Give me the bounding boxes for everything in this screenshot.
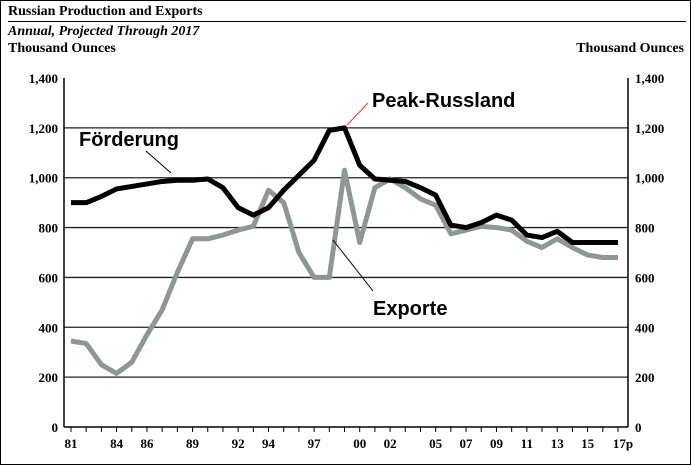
x-tick-label: 97	[308, 436, 322, 451]
y-tick-label-left: 0	[52, 420, 59, 435]
x-tick-label: 89	[186, 436, 200, 451]
x-tick-label: 09	[490, 436, 504, 451]
x-tick-label: 13	[551, 436, 565, 451]
y-tick-label-left: 1,400	[29, 71, 58, 86]
y-tick-label-right: 200	[635, 370, 655, 385]
x-tick-label: 94	[262, 436, 276, 451]
y-tick-label-right: 1,000	[635, 171, 664, 186]
x-tick-label: 81	[65, 436, 78, 451]
x-tick-label: 15	[581, 436, 595, 451]
series-line-exporte	[70, 167, 618, 376]
y-tick-label-left: 600	[39, 270, 59, 285]
y-tick-label-left: 1,000	[29, 171, 58, 186]
x-tick-label: 05	[429, 436, 443, 451]
y-tick-label-left: 200	[39, 370, 59, 385]
right-axis-unit: Thousand Ounces	[576, 41, 684, 56]
title-rule	[8, 21, 686, 22]
y-tick-label-right: 400	[635, 320, 655, 335]
x-tick-label: 86	[140, 436, 154, 451]
x-tick-label: 17p	[613, 436, 633, 451]
exporte-label: Exporte	[373, 298, 447, 320]
y-tick-label-left: 800	[39, 221, 59, 236]
y-tick-label-right: 600	[635, 270, 655, 285]
chart-title: Russian Production and Exports	[8, 4, 203, 19]
chart-subtitle: Annual, Projected Through 2017	[8, 24, 200, 39]
x-tick-label: 00	[353, 436, 366, 451]
peak-leader-line	[346, 102, 369, 126]
y-tick-label-right: 1,200	[635, 121, 664, 136]
y-tick-label-right: 1,400	[635, 71, 664, 86]
y-tick-label-left: 1,200	[29, 121, 58, 136]
y-tick-label-right: 0	[635, 420, 642, 435]
left-axis-unit: Thousand Ounces	[8, 41, 116, 56]
foerderung-leader-line	[145, 150, 172, 174]
x-tick-label: 02	[384, 436, 397, 451]
x-tick-label: 92	[232, 436, 245, 451]
x-tick-label: 84	[110, 436, 124, 451]
y-tick-label-right: 800	[635, 221, 655, 236]
x-tick-label: 11	[521, 436, 533, 451]
y-tick-label-left: 400	[39, 320, 59, 335]
exporte-leader-line	[332, 239, 374, 292]
foerderung-label: Förderung	[79, 129, 179, 151]
peak-russland-label: Peak-Russland	[372, 90, 515, 112]
x-tick-label: 07	[460, 436, 474, 451]
